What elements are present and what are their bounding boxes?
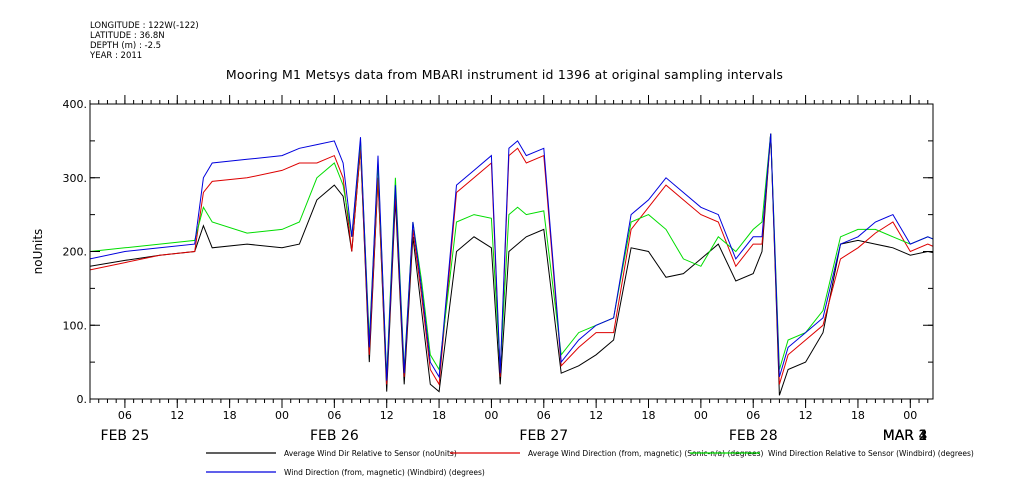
- x-tick-label: 00: [275, 409, 289, 422]
- legend-label: Average Wind Dir Relative to Sensor (noU…: [284, 449, 457, 458]
- y-tick-label: 100.: [63, 319, 88, 332]
- metadata-block: LONGITUDE : 122W(-122) LATITUDE : 36.8N …: [90, 21, 199, 61]
- x-tick-label: 18: [851, 409, 865, 422]
- x-tick-label: 18: [432, 409, 446, 422]
- series-line-3: [90, 133, 933, 377]
- x-tick-label: 06: [118, 409, 132, 422]
- x-tick-label: 06: [537, 409, 551, 422]
- x-day-label: FEB 26: [310, 428, 359, 444]
- x-tick-label: 18: [642, 409, 656, 422]
- x-day-label: FEB 28: [729, 428, 778, 444]
- x-day-label: MAR 1: [883, 428, 928, 444]
- x-day-label: MAR 4: [883, 428, 928, 444]
- x-tick-label: 06: [746, 409, 760, 422]
- x-day-label: MAR 3: [883, 428, 928, 444]
- x-tick-label: 12: [589, 409, 603, 422]
- x-day-label: FEB 25: [101, 428, 150, 444]
- plot-area: [90, 133, 933, 396]
- y-tick-label: 200.: [63, 246, 88, 259]
- plot-frame: [89, 103, 934, 400]
- x-tick-label: 06: [327, 409, 341, 422]
- x-tick-label: 00: [484, 409, 498, 422]
- x-day-label: FEB 27: [519, 428, 568, 444]
- year-text: YEAR : 2011: [90, 51, 143, 61]
- depth-text: DEPTH (m) : -2.5: [90, 41, 162, 51]
- longitude-text: LONGITUDE : 122W(-122): [90, 21, 199, 31]
- x-tick-label: 12: [170, 409, 184, 422]
- legend-label: Wind Direction Relative to Sensor (Windb…: [768, 449, 974, 458]
- latitude-text: LATITUDE : 36.8N: [90, 31, 165, 41]
- legend-label: Average Wind Direction (from, magnetic) …: [528, 449, 764, 458]
- x-tick-label: 00: [694, 409, 708, 422]
- legend-label: Wind Direction (from, magnetic) (Windbir…: [284, 468, 485, 477]
- chart-title: Mooring M1 Metsys data from MBARI instru…: [225, 67, 784, 82]
- y-tick-label: 400.: [63, 98, 88, 111]
- legend: Average Wind Dir Relative to Sensor (noU…: [206, 449, 974, 477]
- x-tick-label: 18: [223, 409, 237, 422]
- series-line-1: [90, 133, 933, 396]
- y-tick-label: 300.: [63, 172, 88, 185]
- y-tick-label: 0.: [77, 393, 88, 406]
- x-day-label: MAR 2: [883, 428, 928, 444]
- x-tick-label: 12: [380, 409, 394, 422]
- y-axis-label: noUnits: [31, 229, 45, 275]
- axes: 0. 100. 200. 300. 400. noUnits 06 12 18 00 06 12 18 0…: [31, 95, 934, 444]
- x-tick-label: 00: [903, 409, 917, 422]
- x-tick-label: 12: [799, 409, 813, 422]
- series-line-4: [90, 133, 933, 381]
